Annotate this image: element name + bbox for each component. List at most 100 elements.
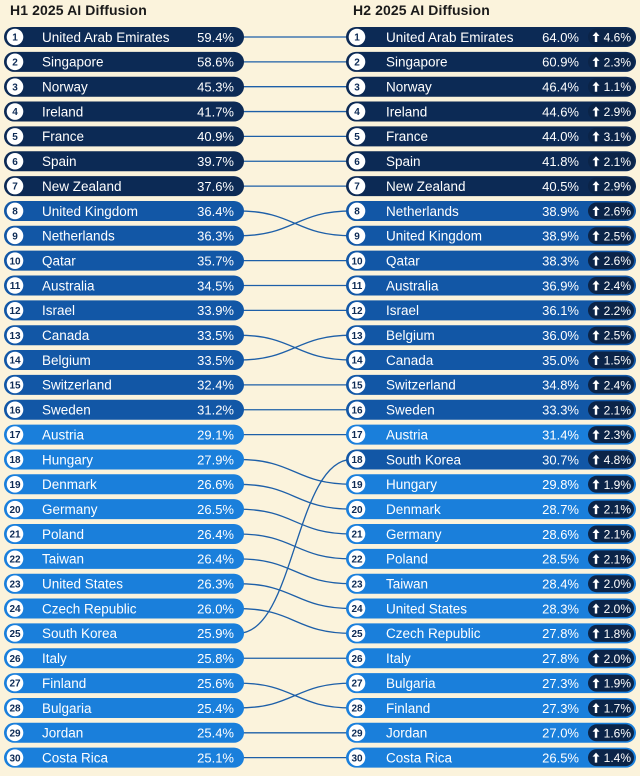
- change-pill: [588, 550, 634, 568]
- rank-badge: [348, 500, 366, 518]
- change-pill: [588, 450, 634, 468]
- h1-row-bar: [3, 200, 244, 221]
- diffusion-value: 38.9%: [542, 229, 579, 244]
- rank-number: 27: [351, 679, 363, 690]
- diffusion-value: 36.0%: [542, 328, 579, 343]
- country-name: South Korea: [42, 626, 118, 641]
- country-name: United Arab Emirates: [386, 30, 514, 45]
- country-name: Qatar: [386, 253, 420, 268]
- change-pill: [588, 500, 634, 518]
- h2-row-bar: [346, 399, 636, 420]
- h2-row: 16 Sweden 33.3% 2.1%: [346, 399, 636, 420]
- h1-row-bar: [3, 648, 244, 669]
- h2-row-bar: [346, 275, 636, 296]
- country-name: Bulgaria: [386, 676, 436, 691]
- up-arrow-icon: [592, 106, 600, 117]
- rank-number: 4: [12, 107, 18, 118]
- country-name: New Zealand: [386, 179, 466, 194]
- change-value: 1.6%: [604, 726, 632, 740]
- diffusion-value: 36.4%: [197, 204, 234, 219]
- change-value: 1.4%: [604, 751, 632, 765]
- h2-row-bar: [346, 598, 636, 619]
- change-pill: [588, 724, 634, 742]
- change-value: 2.2%: [604, 304, 632, 318]
- h1-row: 30 Costa Rica 25.1%: [3, 747, 244, 768]
- h2-row: 13 Belgium 36.0% 2.5%: [346, 325, 636, 346]
- country-name: Israel: [386, 303, 419, 318]
- rank-number: 23: [9, 579, 21, 590]
- country-name: Taiwan: [42, 552, 84, 567]
- rank-badge: [348, 28, 366, 46]
- change-value: 1.9%: [604, 478, 632, 492]
- rank-number: 21: [9, 530, 21, 541]
- diffusion-value: 58.6%: [197, 55, 234, 70]
- h1-row-bar: [3, 449, 244, 470]
- change-value: 2.1%: [604, 155, 632, 169]
- change-value: 2.1%: [604, 503, 632, 517]
- rank-number: 10: [9, 256, 21, 267]
- rank-badge: [348, 202, 366, 220]
- change-pill: [588, 252, 634, 270]
- rank-number: 26: [9, 654, 21, 665]
- h2-row: 14 Canada 35.0% 1.5%: [346, 350, 636, 371]
- country-name: Norway: [386, 80, 432, 95]
- diffusion-value: 46.4%: [542, 80, 579, 95]
- h2-title: H2 2025 AI Diffusion: [353, 2, 490, 18]
- change-value: 2.1%: [604, 552, 632, 566]
- h2-row: 17 Austria 31.4% 2.3%: [346, 424, 636, 445]
- rank-badge: [6, 28, 24, 46]
- rank-number: 10: [351, 256, 363, 267]
- country-name: Canada: [42, 328, 90, 343]
- h2-row: 18 South Korea 30.7% 4.8%: [346, 449, 636, 470]
- up-arrow-icon: [592, 702, 600, 713]
- rank-number: 28: [351, 704, 363, 715]
- diffusion-value: 28.6%: [542, 527, 579, 542]
- rank-badge: [6, 600, 24, 617]
- connector-line: [237, 508, 353, 535]
- h1-row: 8 United Kingdom 36.4%: [3, 200, 244, 221]
- rank-number: 20: [9, 505, 21, 516]
- diffusion-value: 29.1%: [197, 427, 234, 442]
- h2-row: 23 Taiwan 28.4% 2.0%: [346, 573, 636, 594]
- country-name: United Kingdom: [42, 204, 138, 219]
- change-value: 2.0%: [604, 602, 632, 616]
- rank-badge: [348, 476, 366, 493]
- change-value: 1.5%: [604, 354, 632, 368]
- country-name: United Kingdom: [386, 229, 482, 244]
- diffusion-value: 40.5%: [542, 179, 579, 194]
- diffusion-value: 41.8%: [542, 154, 579, 169]
- country-name: Czech Republic: [386, 626, 481, 641]
- rank-number: 15: [9, 381, 21, 392]
- h2-row-bar: [346, 374, 636, 395]
- rank-number: 8: [12, 207, 18, 218]
- rank-number: 14: [9, 356, 21, 367]
- rank-badge: [348, 525, 366, 543]
- rank-number: 19: [9, 480, 21, 491]
- h1-row: 20 Germany 26.5%: [3, 499, 244, 520]
- rank-number: 6: [354, 157, 360, 168]
- rank-number: 26: [351, 654, 363, 665]
- h2-row-bar: [346, 697, 636, 718]
- h1-row: 27 Finland 25.6%: [3, 673, 244, 694]
- rank-badge: [6, 302, 24, 319]
- rank-badge: [6, 724, 24, 742]
- h1-row: 23 United States 26.3%: [3, 573, 244, 594]
- diffusion-value: 59.4%: [197, 30, 234, 45]
- diffusion-value: 44.0%: [542, 129, 579, 144]
- change-pill: [588, 624, 634, 642]
- rank-badge: [6, 103, 24, 120]
- rank-badge: [6, 625, 24, 642]
- country-name: Singapore: [386, 55, 448, 70]
- diffusion-value: 33.3%: [542, 403, 579, 418]
- diffusion-value: 40.9%: [197, 129, 234, 144]
- up-arrow-icon: [592, 81, 600, 92]
- change-pill: [588, 600, 634, 618]
- change-value: 1.9%: [604, 677, 632, 691]
- rank-badge: [6, 128, 24, 145]
- diffusion-value: 36.1%: [542, 303, 579, 318]
- rank-number: 25: [9, 629, 21, 640]
- change-value: 4.6%: [604, 31, 632, 45]
- rank-badge: [6, 177, 24, 195]
- rank-number: 5: [12, 132, 18, 143]
